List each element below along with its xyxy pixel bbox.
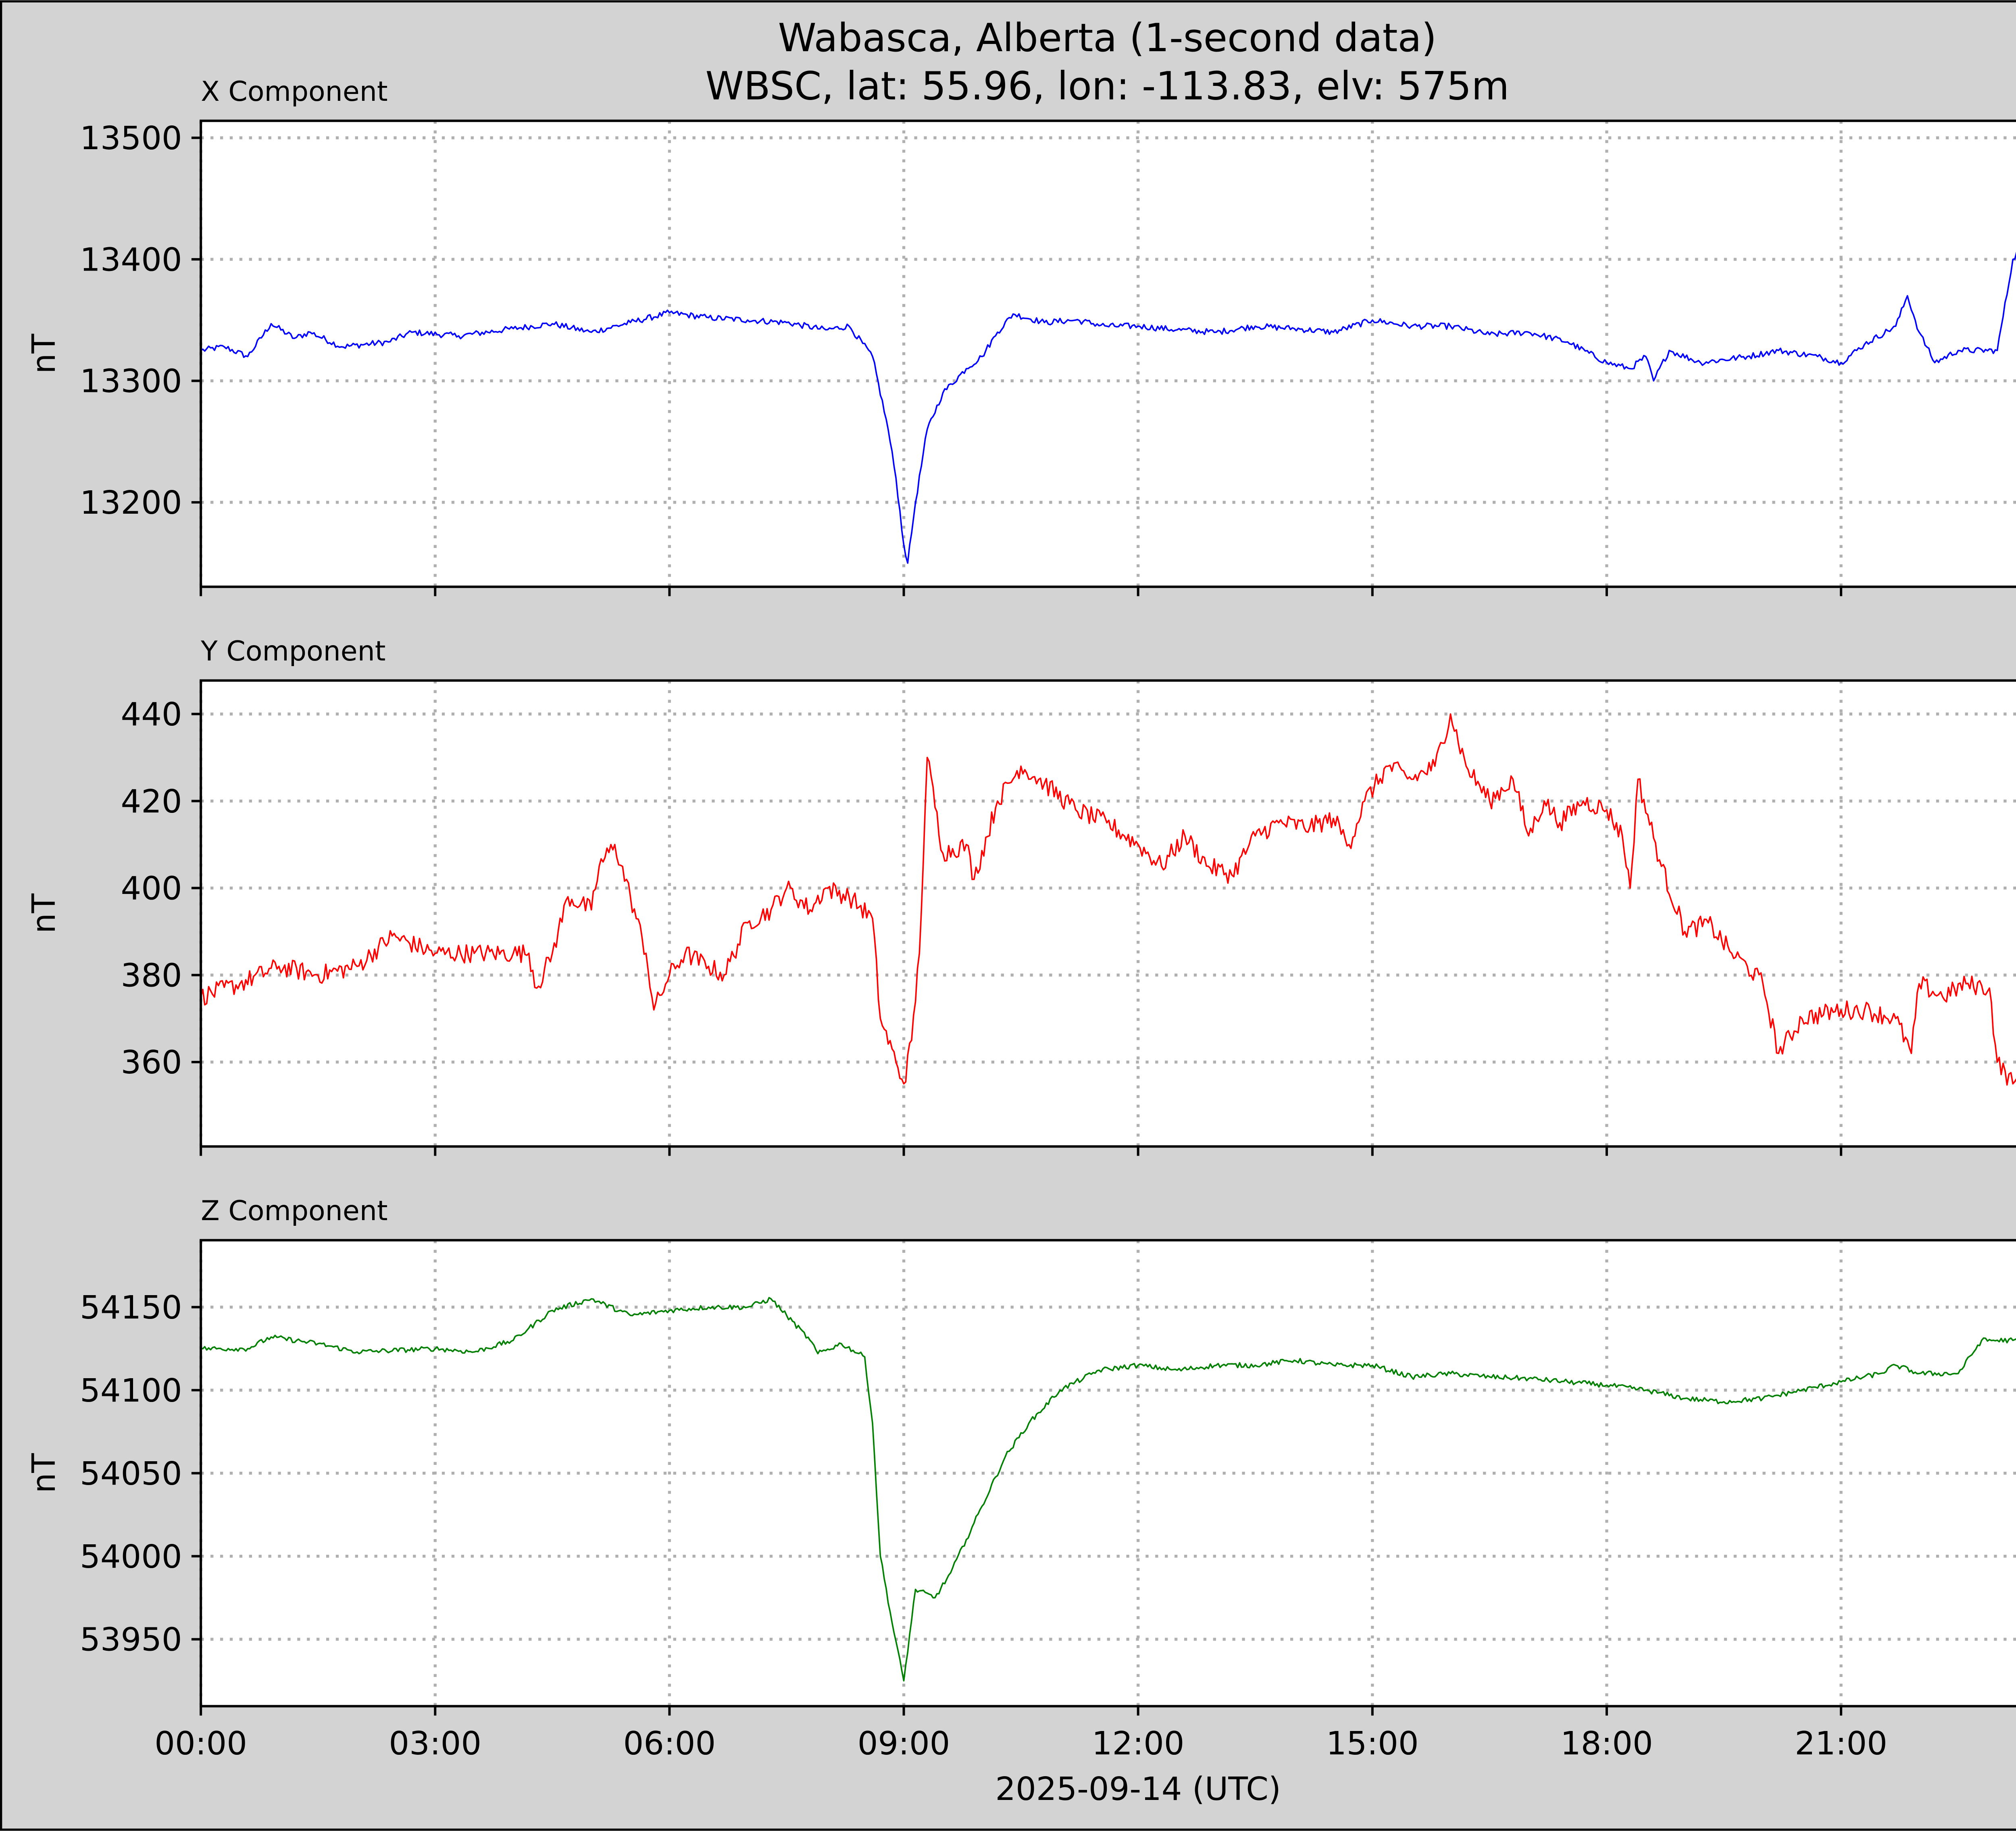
panel-y-component: Y Component nT 360 380 400 420 440 xyxy=(25,635,2016,1156)
axes-frame xyxy=(200,119,2016,588)
panel-title: Y Component xyxy=(200,635,385,667)
x-axis-label: 2025-09-14 (UTC) xyxy=(995,1770,1281,1808)
y-tick-label: 440 xyxy=(121,696,182,733)
series-line-y xyxy=(200,713,2016,1086)
x-tick-label: 09:00 xyxy=(858,1725,950,1762)
y-tick-label: 400 xyxy=(121,870,182,907)
y-tick-label: 54100 xyxy=(80,1372,182,1409)
x-tick-label: 00:00 xyxy=(154,1725,247,1762)
y-axis-label: nT xyxy=(25,1453,62,1494)
y-tick-label: 54050 xyxy=(80,1455,182,1492)
y-tick-label: 13400 xyxy=(80,241,182,278)
panel-title: Z Component xyxy=(201,1195,387,1227)
y-tick-label: 13200 xyxy=(80,484,182,521)
chart-title: Wabasca, Alberta (1-second data) xyxy=(778,15,1437,60)
y-tick-label: 53950 xyxy=(80,1621,182,1658)
series-line-x xyxy=(200,252,2016,564)
panel-title: X Component xyxy=(201,76,387,108)
y-tick-label: 360 xyxy=(121,1044,182,1081)
x-tick-label: 15:00 xyxy=(1326,1725,1419,1762)
axes-frame xyxy=(200,1239,2016,1708)
series-line-z xyxy=(201,1297,2016,1682)
y-tick-label: 420 xyxy=(121,783,182,820)
y-axis-label: nT xyxy=(25,334,62,374)
x-tick-label: 21:00 xyxy=(1795,1725,1887,1762)
x-tick-label: 12:00 xyxy=(1092,1725,1185,1762)
y-tick-label: 13300 xyxy=(80,362,182,400)
panel-x-component: X Component nT 13200 13300 13400 13500 xyxy=(25,76,2016,596)
y-axis-label: nT xyxy=(25,894,62,934)
y-tick-label: 54000 xyxy=(80,1538,182,1575)
panel-z-component: Z Component nT 00:00 03:00 06:00 09:00 12:00 15… xyxy=(25,1195,2016,1762)
chart-subtitle: WBSC, lat: 55.96, lon: -113.83, elv: 575… xyxy=(705,63,1509,108)
axes-frame xyxy=(200,679,2016,1148)
x-tick-label: 03:00 xyxy=(389,1725,481,1762)
y-tick-label: 380 xyxy=(121,956,182,994)
x-tick-label: 18:00 xyxy=(1560,1725,1653,1762)
y-tick-label: 54150 xyxy=(80,1289,182,1326)
plot-area xyxy=(201,680,2016,1147)
plot-area xyxy=(201,121,2016,587)
y-tick-label: 13500 xyxy=(80,119,182,157)
x-tick-label: 06:00 xyxy=(623,1725,716,1762)
